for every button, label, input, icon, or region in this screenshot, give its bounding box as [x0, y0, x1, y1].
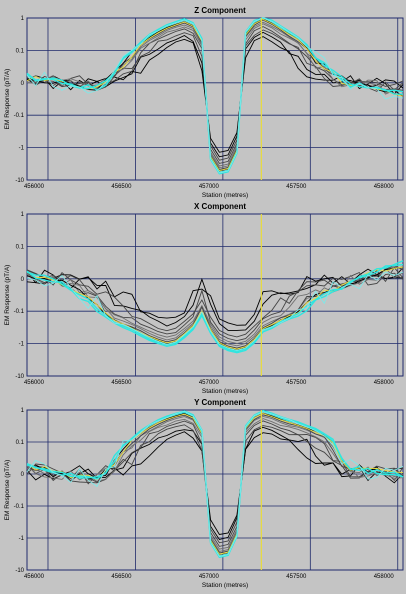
- y-tick-label: -10: [15, 374, 24, 380]
- y-tick-label: 0.1: [16, 48, 25, 54]
- series-line-7: [26, 265, 404, 349]
- series-line-1: [26, 36, 404, 153]
- series-line-5: [26, 23, 404, 167]
- x-tick-label: 456000: [24, 184, 45, 190]
- x-tick-label: 457500: [286, 574, 307, 580]
- series-line-3: [26, 266, 404, 338]
- x-axis-label: Station (metres): [202, 388, 248, 395]
- y-tick-label: 0: [21, 277, 25, 283]
- x-tick-label: 457000: [199, 380, 220, 386]
- y-tick-label: 1: [21, 408, 25, 414]
- y-tick-label: -0.1: [14, 309, 25, 315]
- y-tick-label: 0: [21, 81, 25, 87]
- series-line-3: [26, 424, 404, 544]
- y-tick-label: -10: [15, 178, 24, 184]
- series-line-2: [26, 31, 404, 158]
- x-tick-label: 456000: [24, 380, 45, 386]
- y-axis-label: EM Response (pT/A): [4, 69, 11, 130]
- y-tick-label: 1: [21, 212, 25, 218]
- x-tick-label: 456500: [111, 574, 132, 580]
- y-tick-label: -1: [19, 146, 25, 152]
- x-axis-label: Station (metres): [202, 582, 248, 589]
- series-line-12: [26, 17, 404, 174]
- x-tick-label: 458000: [374, 380, 395, 386]
- series-line-4: [26, 26, 404, 164]
- series-line-7: [26, 19, 404, 171]
- y-tick-label: -1: [19, 536, 25, 542]
- y-tick-label: 0: [21, 472, 25, 478]
- series-line-2: [26, 426, 404, 541]
- series-line-6: [26, 416, 404, 553]
- panel-title: Y Component: [194, 398, 246, 407]
- x-tick-label: 456500: [111, 184, 132, 190]
- series-line-1: [26, 271, 404, 326]
- x-tick-label: 458000: [374, 574, 395, 580]
- series-line-3: [26, 29, 404, 161]
- x-tick-label: 456000: [24, 574, 45, 580]
- y-tick-label: -1: [19, 342, 25, 348]
- x-tick-label: 457000: [199, 574, 220, 580]
- panel-title: X Component: [194, 202, 246, 211]
- y-tick-label: -0.1: [14, 504, 25, 510]
- x-axis-label: Station (metres): [202, 192, 248, 199]
- y-axis-label: EM Response (pT/A): [4, 265, 11, 326]
- y-axis-label: EM Response (pT/A): [4, 460, 11, 521]
- y-tick-label: 0.1: [16, 440, 25, 446]
- x-tick-label: 457500: [286, 184, 307, 190]
- series-line-9: [26, 413, 404, 555]
- series-line-10: [26, 410, 404, 557]
- y-tick-label: 0.1: [16, 244, 25, 250]
- x-tick-label: 457500: [286, 380, 307, 386]
- panel-title: Z Component: [194, 6, 246, 15]
- series-line-2: [26, 267, 404, 331]
- series-line-1: [26, 431, 404, 535]
- series-line-12: [26, 410, 404, 558]
- x-tick-label: 458000: [374, 184, 395, 190]
- x-tick-label: 457000: [199, 184, 220, 190]
- series-line-12: [26, 271, 404, 351]
- y-tick-label: 1: [21, 16, 25, 22]
- series-line-5: [26, 418, 404, 550]
- series-line-11: [26, 260, 404, 354]
- y-tick-label: -0.1: [14, 113, 25, 119]
- series-line-8: [26, 18, 404, 172]
- x-tick-label: 456500: [111, 380, 132, 386]
- y-tick-label: -10: [15, 568, 24, 574]
